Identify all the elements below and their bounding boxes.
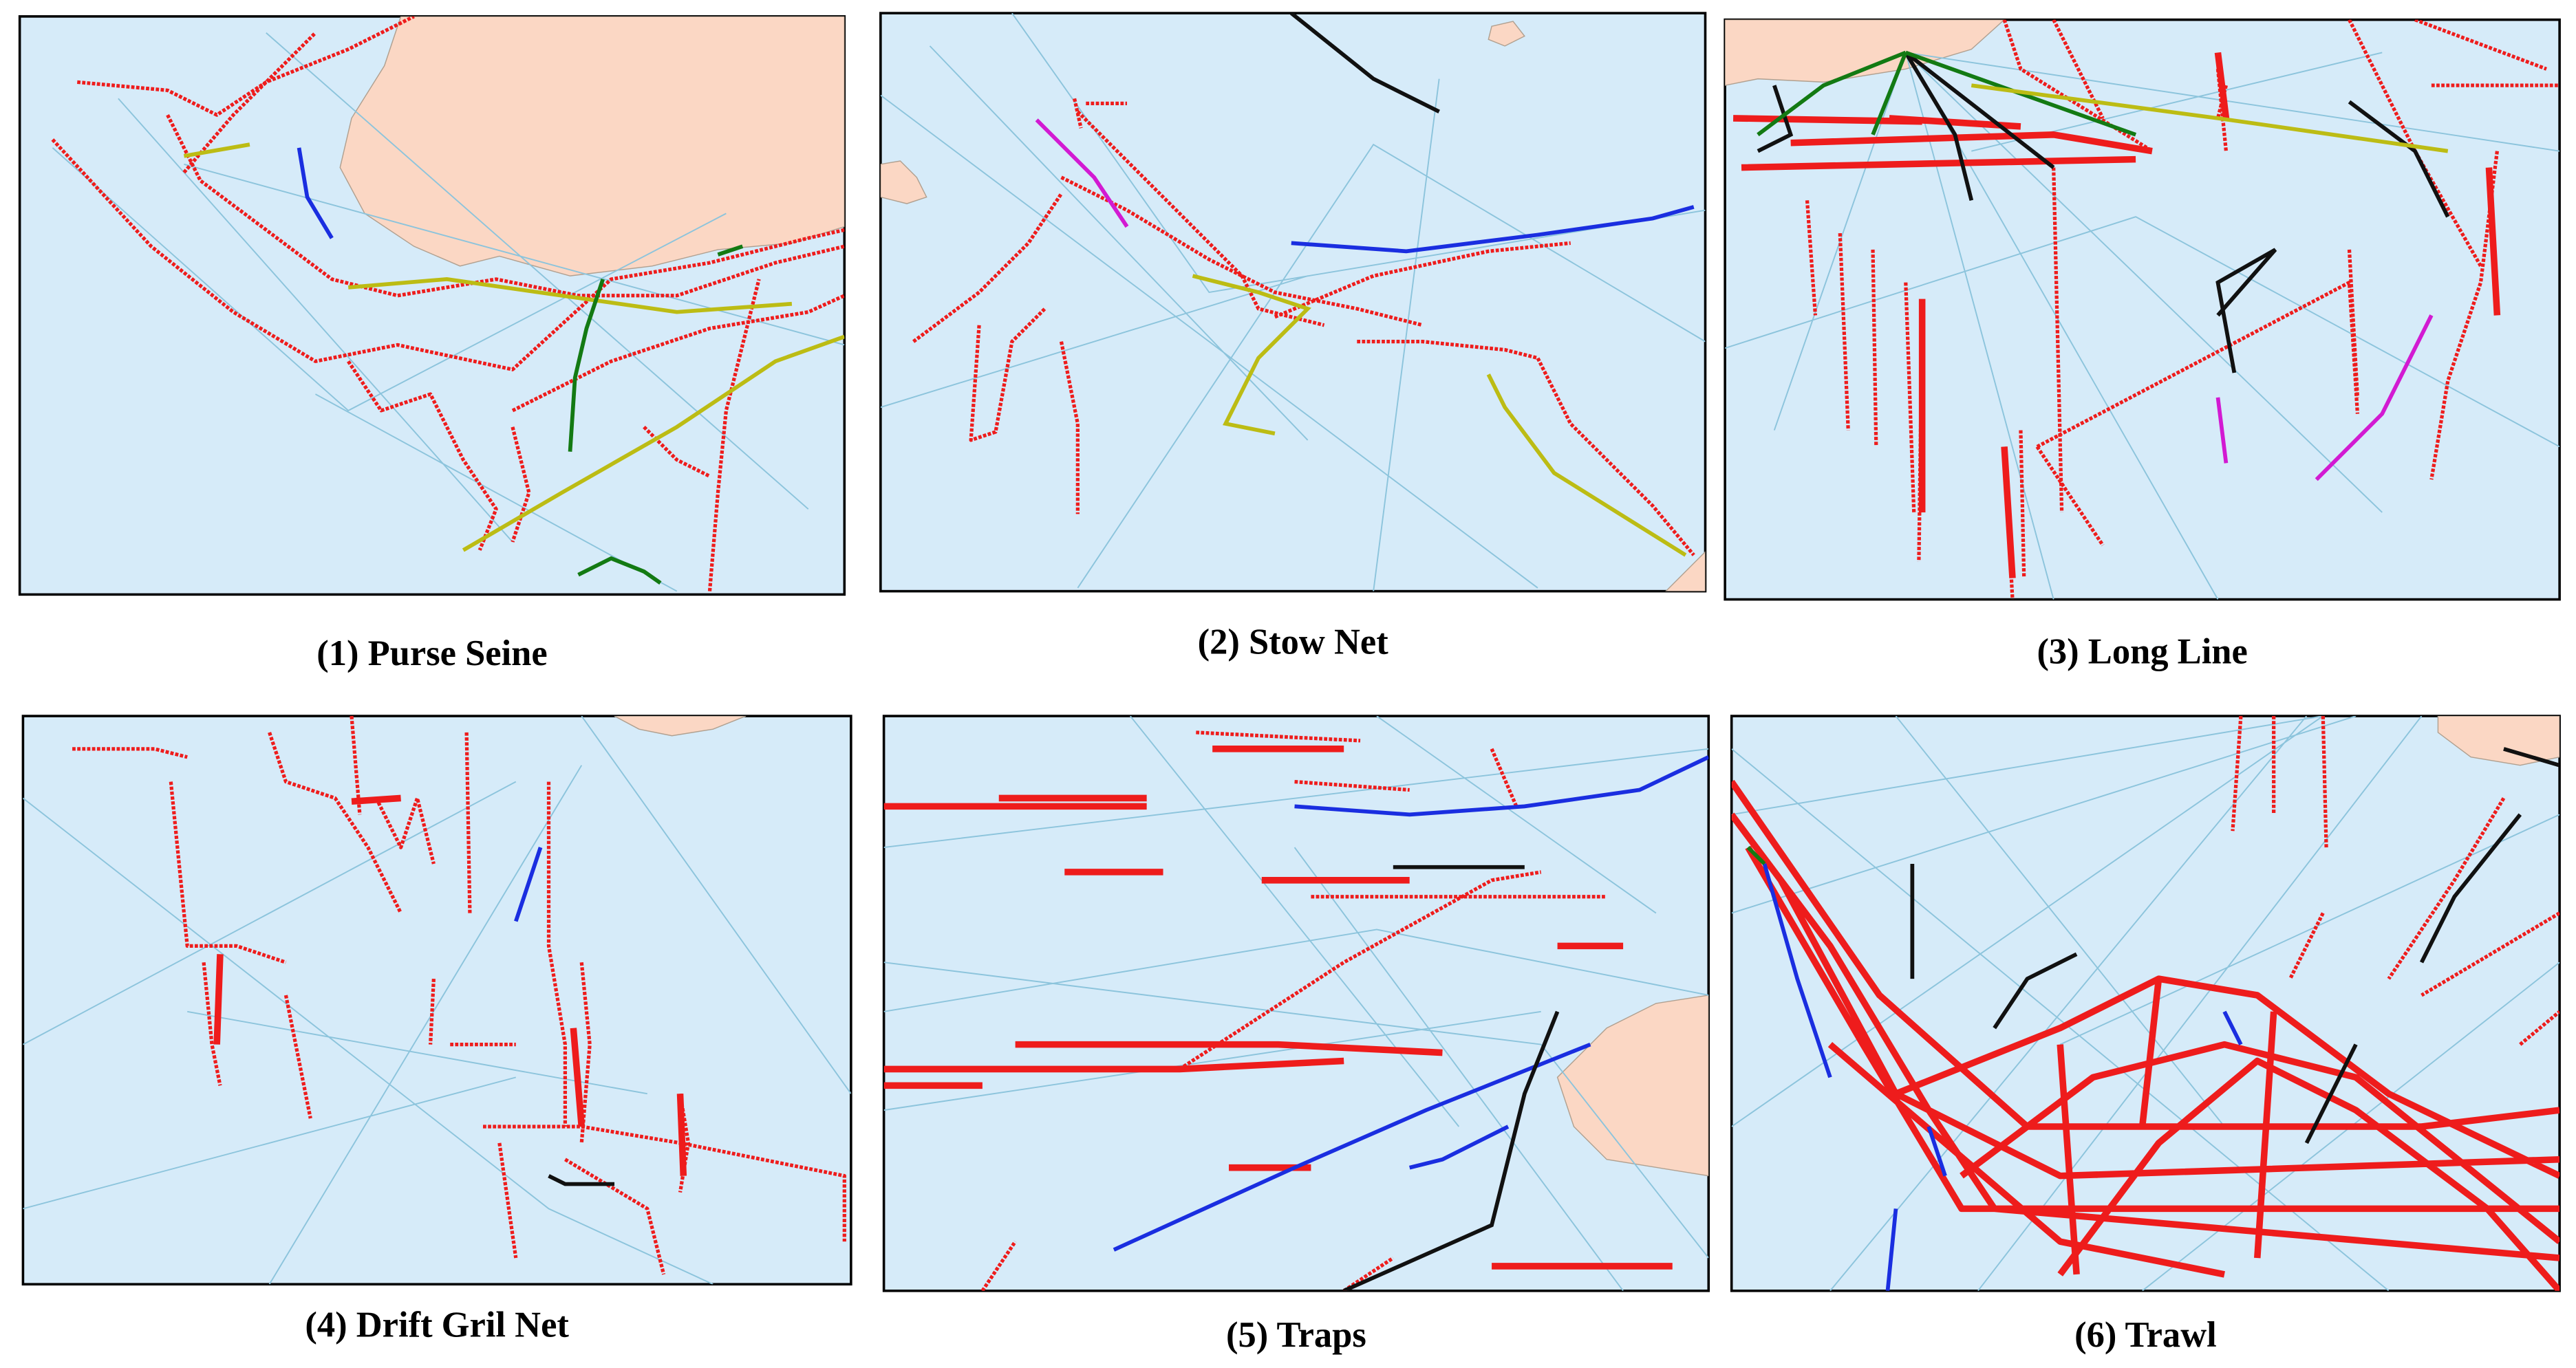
vessel-track	[511, 279, 845, 591]
map-panel	[879, 12, 1707, 593]
map-content	[1731, 716, 2560, 1291]
vessel-track	[980, 730, 1607, 1291]
panel-caption: (1) Purse Seine	[316, 633, 547, 673]
map-content	[51, 16, 845, 592]
vessel-track	[1746, 846, 1766, 865]
vessel-track	[1910, 747, 2560, 1144]
transit-lines	[883, 716, 1709, 1291]
panel-caption: (3) Long Line	[2037, 632, 2247, 672]
map-panel	[21, 715, 852, 1286]
vessel-track	[514, 847, 543, 922]
vessel-track	[1757, 51, 2450, 373]
land	[880, 21, 1706, 591]
map-content	[23, 716, 851, 1285]
vessel-track	[1343, 865, 1560, 1291]
map-panel	[882, 715, 1710, 1292]
vessel-track	[1035, 118, 1129, 228]
map-frame	[1730, 715, 2561, 1292]
vessel-track	[1918, 52, 2501, 578]
land	[1725, 19, 2006, 86]
land	[339, 16, 845, 276]
vessel-track	[1731, 779, 2560, 1291]
vessel-track	[1971, 83, 2449, 153]
land	[1556, 995, 1709, 1177]
vessel-track	[1291, 205, 1695, 254]
transit-lines	[880, 13, 1706, 591]
land	[614, 716, 747, 737]
vessel-track	[1762, 863, 2243, 1291]
vessel-track	[568, 244, 744, 585]
vessel-track	[297, 147, 334, 239]
vessel-track	[166, 31, 845, 551]
transit-lines	[52, 32, 845, 592]
vessel-track	[1732, 115, 2153, 171]
map-frame	[1724, 18, 2561, 601]
panel-caption: (2) Stow Net	[1198, 622, 1389, 662]
land	[2437, 716, 2560, 766]
vessel-track	[1113, 755, 1709, 1252]
vessel-track	[51, 16, 845, 371]
vessel-track	[1289, 13, 1440, 113]
map-frame	[21, 715, 852, 1286]
panel-caption: (5) Traps	[1226, 1315, 1366, 1355]
vessel-track	[548, 1174, 615, 1186]
transit-lines	[23, 716, 851, 1285]
map-panel	[1730, 715, 2561, 1292]
vessel-track	[2231, 716, 2560, 1046]
map-content	[880, 13, 1706, 591]
vessel-track	[883, 746, 1673, 1270]
panel-caption: (6) Trawl	[2074, 1315, 2217, 1355]
map-panel	[1724, 18, 2561, 601]
panel-caption: (4) Drift Gril Net	[305, 1305, 569, 1345]
vessel-track	[183, 142, 845, 552]
map-content	[883, 716, 1709, 1291]
map-panel	[18, 15, 846, 596]
vessel-track	[213, 794, 687, 1176]
map-content	[1725, 19, 2560, 600]
vessel-track	[1192, 274, 1687, 557]
map-frame	[882, 715, 1710, 1292]
vessel-track	[2215, 314, 2434, 481]
vessel-track	[912, 98, 1695, 556]
